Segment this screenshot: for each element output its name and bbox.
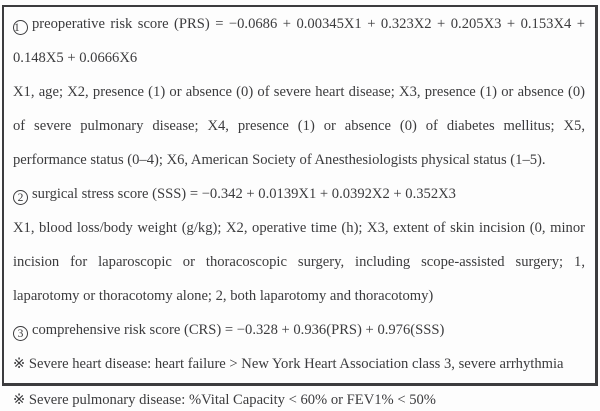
pulmonary-disease-footnote: ※ Severe pulmonary disease: %Vital Capac… bbox=[2, 386, 598, 410]
line-text: preoperative risk score (PRS) = −0.0686 … bbox=[32, 16, 585, 32]
text-line: incision for laparoscopic or thoracoscop… bbox=[13, 245, 585, 279]
text-line: 3 comprehensive risk score (CRS) = −0.328… bbox=[13, 313, 585, 347]
sss-formula: 2 surgical stress score (SSS) = −0.342 + … bbox=[13, 177, 585, 211]
severe-heart-disease-note: ※ Severe heart disease: heart failure > … bbox=[13, 347, 585, 381]
footnote-text: ※ Severe pulmonary disease: %Vital Capac… bbox=[13, 392, 436, 408]
text-line: 2 surgical stress score (SSS) = −0.342 + … bbox=[13, 177, 585, 211]
crs-formula: 3 comprehensive risk score (CRS) = −0.328… bbox=[13, 313, 585, 347]
line-text: performance status (0–4); X6, American S… bbox=[13, 152, 546, 168]
line-text: X1, blood loss/body weight (g/kg); X2, o… bbox=[13, 220, 585, 236]
circled-number-marker: 2 bbox=[13, 189, 28, 205]
prs-variable-definitions: X1, age; X2, presence (1) or absence (0)… bbox=[13, 75, 585, 177]
text-line: laparotomy or thoracotomy alone; 2, both… bbox=[13, 279, 585, 313]
circled-number-marker: 3 bbox=[13, 325, 28, 341]
text-line: performance status (0–4); X6, American S… bbox=[13, 143, 585, 177]
line-text: comprehensive risk score (CRS) = −0.328 … bbox=[32, 322, 445, 338]
line-text: of severe pulmonary disease; X4, presenc… bbox=[13, 118, 585, 134]
text-line: of severe pulmonary disease; X4, presenc… bbox=[13, 109, 585, 143]
risk-score-formula-box: 1 preoperative risk score (PRS) = −0.0686… bbox=[2, 5, 598, 386]
line-text: incision for laparoscopic or thoracoscop… bbox=[13, 254, 585, 270]
line-text: laparotomy or thoracotomy alone; 2, both… bbox=[13, 288, 434, 304]
prs-formula: 1 preoperative risk score (PRS) = −0.0686… bbox=[13, 7, 585, 75]
text-line: X1, blood loss/body weight (g/kg); X2, o… bbox=[13, 211, 585, 245]
text-line: X1, age; X2, presence (1) or absence (0)… bbox=[13, 75, 585, 109]
sss-variable-definitions: X1, blood loss/body weight (g/kg); X2, o… bbox=[13, 211, 585, 313]
line-text: ※ Severe heart disease: heart failure > … bbox=[13, 356, 564, 372]
text-line: 1 preoperative risk score (PRS) = −0.0686… bbox=[13, 7, 585, 41]
text-line: 0.148X5 + 0.0666X6 bbox=[13, 41, 585, 75]
line-text: X1, age; X2, presence (1) or absence (0)… bbox=[13, 84, 585, 100]
text-line: ※ Severe heart disease: heart failure > … bbox=[13, 347, 585, 381]
circled-number-marker: 1 bbox=[13, 19, 28, 35]
text-line: ※ Severe pulmonary disease: %Vital Capac… bbox=[13, 390, 588, 410]
line-text: surgical stress score (SSS) = −0.342 + 0… bbox=[32, 186, 456, 202]
line-text: 0.148X5 + 0.0666X6 bbox=[13, 50, 138, 66]
